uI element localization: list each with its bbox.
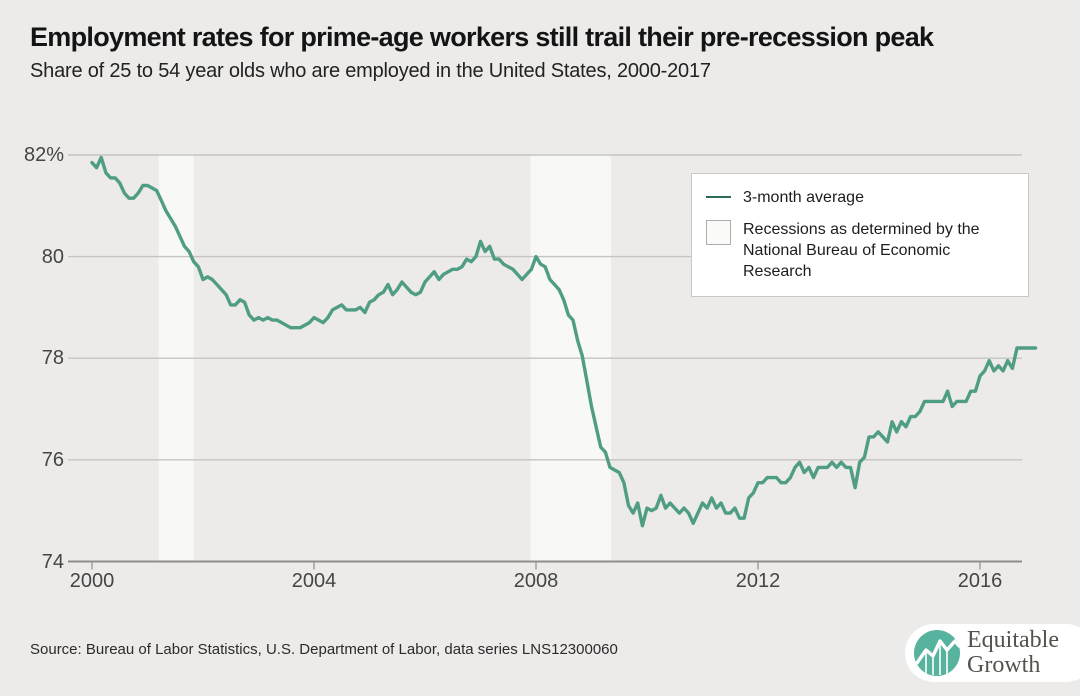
x-tick-label-2008: 2008 xyxy=(513,570,559,592)
equitable-growth-mark-icon xyxy=(914,630,960,676)
y-tick-label-76: 76 xyxy=(41,449,64,471)
page-title: Employment rates for prime-age workers s… xyxy=(30,22,934,52)
legend-item-series: 3-month average xyxy=(705,187,1012,208)
y-tick-label-74: 74 xyxy=(41,551,64,573)
employment-rate-line xyxy=(90,155,1038,528)
x-tick-label-2016: 2016 xyxy=(957,570,1003,592)
page-subtitle: Share of 25 to 54 year olds who are empl… xyxy=(30,60,711,82)
logo-wordmark: Equitable Growth xyxy=(967,628,1059,678)
x-tick-label-2012: 2012 xyxy=(735,570,781,592)
recession-swatch-icon xyxy=(706,220,731,245)
y-tick-label-80: 80 xyxy=(41,246,64,268)
logo-word-equitable: Equitable xyxy=(967,627,1059,653)
legend: 3-month average Recessions as determined… xyxy=(691,173,1029,297)
legend-recession-label: Recessions as determined by the National… xyxy=(743,221,980,280)
line-swatch-icon xyxy=(706,196,731,198)
y-tick-label-82: 82% xyxy=(23,144,64,166)
legend-series-label: 3-month average xyxy=(743,189,864,206)
x-tick-label-2000: 2000 xyxy=(69,570,115,592)
chart-header: Employment rates for prime-age workers s… xyxy=(30,22,934,83)
y-tick-label-78: 78 xyxy=(41,347,64,369)
x-tick-label-2004: 2004 xyxy=(291,570,337,592)
source-note: Source: Bureau of Labor Statistics, U.S.… xyxy=(30,641,618,658)
logo-word-growth: Growth xyxy=(967,652,1041,678)
legend-item-recessions: Recessions as determined by the National… xyxy=(705,219,1012,282)
equitable-growth-logo: Equitable Growth xyxy=(905,624,1080,682)
